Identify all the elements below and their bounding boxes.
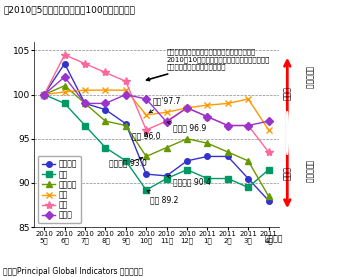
韓国	[63, 53, 67, 57]
Circle shape	[286, 111, 288, 155]
Text: （ドル高）: （ドル高）	[304, 66, 313, 89]
Text: （年月）: （年月）	[265, 234, 283, 243]
Line: 韓国: 韓国	[40, 51, 273, 156]
日本	[144, 188, 148, 192]
Line: ユーロ圈: ユーロ圈	[41, 61, 271, 203]
ブラジル	[83, 102, 87, 105]
韓国	[246, 124, 250, 127]
ユーロ圈	[42, 93, 46, 96]
ブラジル	[42, 93, 46, 96]
韓国	[226, 124, 230, 127]
Line: 日本: 日本	[41, 92, 271, 193]
日本	[63, 102, 67, 105]
韓国	[144, 128, 148, 132]
韓国	[267, 150, 271, 154]
Text: 米国の金融緩和実施、追加緩和予想等により、
2010年10月、ドルは他国通貨に対して大幅安へ
一方，各国では通貨高が進行。: 米国の金融緩和実施、追加緩和予想等により、 2010年10月、ドルは他国通貨に対…	[147, 49, 270, 81]
中国	[103, 88, 107, 92]
日本	[83, 124, 87, 127]
ブラジル	[205, 142, 209, 145]
インド	[185, 106, 189, 109]
インド	[42, 93, 46, 96]
インド	[205, 115, 209, 118]
Text: 日本 89.2: 日本 89.2	[147, 191, 178, 204]
日本	[124, 159, 128, 163]
インド	[83, 102, 87, 105]
Text: （ドル安）: （ドル安）	[304, 160, 313, 183]
Line: ブラジル: ブラジル	[41, 83, 271, 199]
Line: 中国: 中国	[41, 87, 271, 133]
中国	[165, 111, 169, 114]
Text: 韓国 96.0: 韓国 96.0	[132, 132, 160, 141]
インド	[144, 97, 148, 101]
中国	[226, 102, 230, 105]
ユーロ圈	[144, 173, 148, 176]
インド	[63, 75, 67, 79]
中国	[185, 106, 189, 109]
韓国	[185, 106, 189, 109]
ユーロ圈	[185, 159, 189, 163]
ブラジル	[267, 194, 271, 198]
韓国	[83, 62, 87, 65]
インド	[246, 124, 250, 127]
ユーロ圈	[165, 174, 169, 178]
Text: 通貨安: 通貨安	[283, 86, 292, 100]
韓国	[103, 71, 107, 74]
インド	[267, 119, 271, 123]
ブラジル	[63, 84, 67, 88]
日本	[185, 168, 189, 171]
日本	[267, 168, 271, 171]
インド	[103, 102, 107, 105]
ユーロ圈	[226, 155, 230, 158]
ユーロ圈	[63, 62, 67, 65]
Text: 中国'97.7: 中国'97.7	[149, 96, 181, 113]
ブラジル	[124, 124, 128, 127]
ユーロ圈	[103, 108, 107, 111]
日本	[165, 177, 169, 180]
韓国	[165, 119, 169, 123]
中国	[205, 104, 209, 107]
ブラジル	[103, 119, 107, 123]
ユーロ圈	[267, 199, 271, 202]
ユーロ圈	[124, 122, 128, 125]
インド	[226, 124, 230, 127]
Text: 通貨高: 通貨高	[283, 166, 292, 180]
インド	[124, 93, 128, 96]
日本	[226, 177, 230, 180]
韓国	[42, 93, 46, 96]
Text: ブラジル 93.0: ブラジル 93.0	[109, 157, 147, 167]
ブラジル	[185, 137, 189, 140]
インド	[165, 120, 169, 124]
日本	[103, 146, 107, 149]
Line: インド: インド	[41, 74, 271, 128]
中国	[267, 128, 271, 132]
Text: ユーロ圈 90.4: ユーロ圈 90.4	[167, 175, 210, 187]
ブラジル	[144, 155, 148, 158]
Text: 資料：Principal Global Indicators から作成。: 資料：Principal Global Indicators から作成。	[3, 267, 143, 276]
日本	[205, 177, 209, 180]
中国	[63, 90, 67, 94]
中国	[144, 113, 148, 117]
ユーロ圈	[205, 155, 209, 158]
ユーロ圈	[246, 177, 250, 180]
日本	[246, 186, 250, 189]
韓国	[124, 80, 128, 83]
Text: インド 96.9: インド 96.9	[167, 121, 206, 132]
ブラジル	[246, 159, 250, 163]
ブラジル	[226, 150, 230, 154]
ユーロ圈	[83, 102, 87, 105]
中国	[42, 93, 46, 96]
中国	[124, 88, 128, 92]
中国	[246, 97, 250, 101]
Text: （2010年5月の為替レートを100とした場合）: （2010年5月の為替レートを100とした場合）	[3, 6, 135, 14]
ブラジル	[165, 146, 169, 149]
韓国	[205, 115, 209, 118]
中国	[83, 88, 87, 92]
Legend: ユーロ圈, 日本, ブラジル, 中国, 韓国, インド: ユーロ圈, 日本, ブラジル, 中国, 韓国, インド	[38, 156, 81, 223]
日本	[42, 93, 46, 96]
